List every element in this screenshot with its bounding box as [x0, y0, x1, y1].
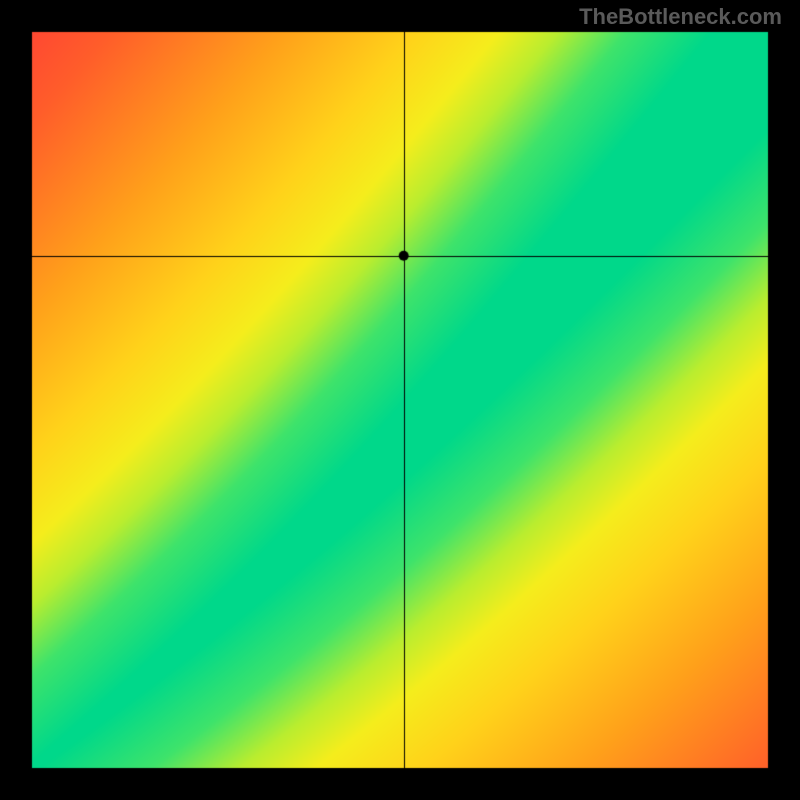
heatmap-canvas: [0, 0, 800, 800]
watermark-text: TheBottleneck.com: [579, 4, 782, 30]
chart-container: TheBottleneck.com: [0, 0, 800, 800]
